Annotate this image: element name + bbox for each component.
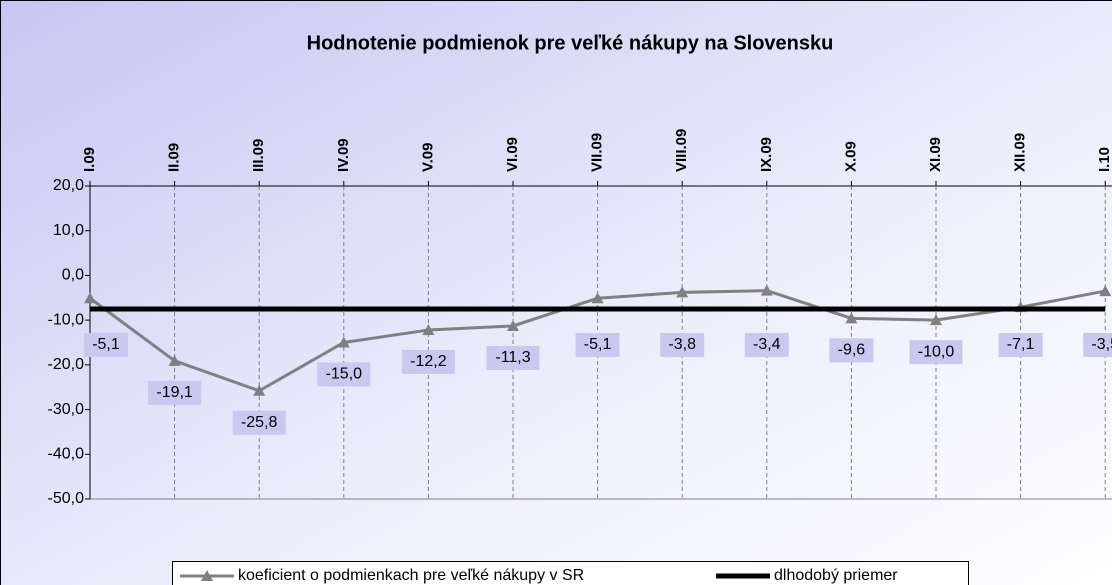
x-tick-label: IV.09 — [335, 138, 352, 172]
marker — [930, 314, 942, 326]
data-label-box — [575, 333, 620, 357]
x-tick-label: III.09 — [250, 139, 267, 172]
data-label: -19,1 — [156, 384, 193, 401]
data-label-box — [909, 340, 963, 365]
data-label-box — [1083, 333, 1112, 357]
data-label: -25,8 — [241, 414, 278, 431]
data-label: -3,5 — [1091, 336, 1112, 353]
data-label: -9,6 — [838, 342, 866, 359]
data-label-box — [744, 333, 789, 357]
chart-title: Hodnotenie podmienok pre veľké nákupy na… — [307, 32, 834, 54]
data-label: -5,1 — [92, 336, 120, 353]
x-tick-label: XI.09 — [927, 137, 944, 172]
data-label: -5,1 — [584, 336, 612, 353]
x-tick-label: I.09 — [81, 147, 98, 172]
data-label-box — [486, 345, 540, 370]
y-tick-label: -20,0 — [48, 356, 85, 373]
marker — [591, 292, 604, 304]
x-tick-label: VIII.09 — [673, 129, 690, 172]
x-tick-label: XII.09 — [1012, 133, 1029, 172]
y-tick-label: -50,0 — [48, 490, 85, 507]
x-tick-label: X.09 — [842, 141, 859, 172]
x-tick-label: I.10 — [1096, 147, 1112, 172]
data-label-box — [660, 333, 705, 357]
data-label-box — [998, 333, 1043, 357]
y-tick-label: 10,0 — [53, 222, 84, 239]
x-tick-label: IX.09 — [758, 137, 775, 172]
data-label-box — [317, 362, 371, 387]
marker — [507, 319, 519, 331]
data-label-box — [829, 338, 874, 363]
data-label: -3,4 — [753, 336, 781, 353]
marker — [253, 384, 266, 396]
data-label: -3,8 — [668, 336, 696, 353]
data-label-box — [84, 333, 128, 357]
y-tick-label: -30,0 — [48, 401, 85, 418]
y-tick-label: -40,0 — [48, 446, 85, 463]
legend-marker — [201, 570, 213, 581]
y-tick-label: 20,0 — [53, 177, 84, 194]
marker — [676, 286, 689, 298]
marker — [760, 284, 773, 296]
data-label: -10,0 — [918, 343, 955, 360]
legend-label: koeficient o podmienkach pre veľké nákup… — [238, 567, 584, 584]
marker — [422, 323, 435, 335]
marker — [1099, 285, 1112, 297]
x-tick-label: VI.09 — [504, 137, 521, 172]
marker — [845, 312, 858, 324]
y-tick-label: 0,0 — [62, 267, 84, 284]
data-label: -11,3 — [495, 349, 530, 366]
y-tick-label: -10,0 — [48, 311, 85, 328]
data-label: -12,2 — [410, 353, 447, 370]
x-tick-label: V.09 — [419, 143, 436, 172]
data-label-box — [232, 410, 286, 435]
data-label-box — [401, 349, 455, 374]
marker — [168, 354, 181, 366]
marker — [84, 292, 96, 304]
data-label-box — [148, 380, 202, 405]
legend-box — [172, 561, 969, 585]
data-label: -7,1 — [1007, 336, 1035, 353]
marker — [337, 336, 350, 348]
legend-label: dlhodobý priemer — [774, 567, 898, 584]
x-tick-label: VII.09 — [589, 133, 606, 172]
x-tick-label: II.09 — [166, 143, 183, 172]
data-label: -15,0 — [326, 366, 363, 383]
